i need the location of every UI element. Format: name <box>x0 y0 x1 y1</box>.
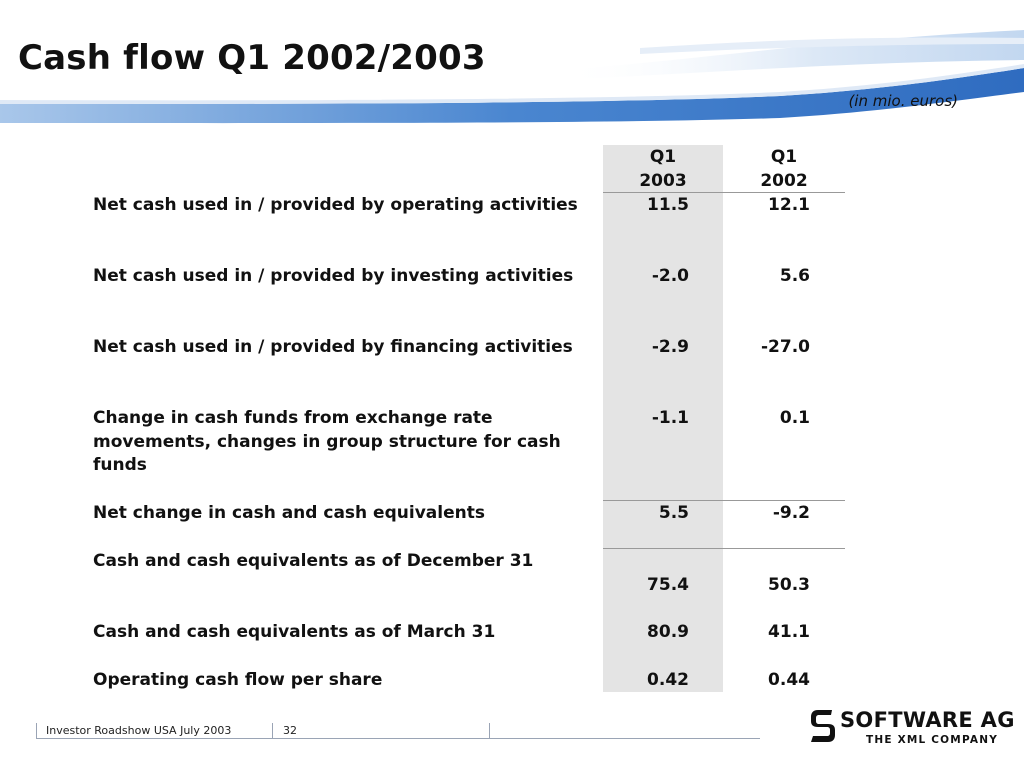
unit-note: (in mio. euros) <box>848 92 958 110</box>
footer-page-number: 32 <box>283 724 297 737</box>
row-label-investing: Net cash used in / provided by investing… <box>93 266 574 286</box>
header-q1-2002: Q1 2002 <box>723 146 845 193</box>
row-label-financing: Net cash used in / provided by financing… <box>93 337 573 357</box>
value-investing-q1-2002: 5.6 <box>779 266 810 286</box>
value-ocf-per-share-q1-2003: 0.42 <box>647 670 689 690</box>
q1-2003-column-shade <box>603 145 723 692</box>
value-exchange-rate-q1-2002: 0.1 <box>779 408 810 428</box>
row-label-exchange-rate: Change in cash funds from exchange rate … <box>93 408 561 475</box>
footer-divider <box>36 723 37 738</box>
footer-divider <box>489 723 490 738</box>
header-swoosh <box>0 30 1024 124</box>
subtotal-rule-bottom <box>603 548 845 549</box>
subtotal-rule-top <box>603 500 845 501</box>
value-operating-q1-2003: 11.5 <box>647 195 689 215</box>
header-q1-2003-line2: 2003 <box>639 170 687 191</box>
row-label-cash-march: Cash and cash equivalents as of March 31 <box>93 622 496 642</box>
header-q1-2002-line1: Q1 <box>770 147 798 167</box>
software-ag-logo: SOFTWARE AG THE XML COMPANY <box>808 707 1014 751</box>
footer-divider <box>272 723 273 738</box>
row-label-operating: Net cash used in / provided by operating… <box>93 195 578 215</box>
footer-event: Investor Roadshow USA July 2003 <box>46 724 232 737</box>
slide-title: Cash flow Q1 2002/2003 <box>18 38 486 78</box>
footer-rule <box>36 738 760 739</box>
row-label-net-change: Net change in cash and cash equivalents <box>93 503 485 523</box>
software-ag-s-icon <box>811 710 835 742</box>
header-q1-2003: Q1 2003 <box>603 146 723 193</box>
header-rule <box>603 192 845 193</box>
value-net-change-q1-2003: 5.5 <box>658 503 689 523</box>
value-net-change-q1-2002: -9.2 <box>772 503 810 523</box>
value-financing-q1-2002: -27.0 <box>761 337 810 357</box>
header-q1-2003-line1: Q1 <box>649 147 677 167</box>
logo-wordmark: SOFTWARE AG <box>840 708 1015 732</box>
value-investing-q1-2003: -2.0 <box>651 266 689 286</box>
value-operating-q1-2002: 12.1 <box>768 195 810 215</box>
value-ocf-per-share-q1-2002: 0.44 <box>768 670 810 690</box>
value-cash-december-q1-2003: 75.4 <box>647 575 689 595</box>
value-financing-q1-2003: -2.9 <box>651 337 689 357</box>
value-exchange-rate-q1-2003: -1.1 <box>651 408 689 428</box>
value-cash-march-q1-2003: 80.9 <box>647 622 689 642</box>
value-cash-december-q1-2002: 50.3 <box>768 575 810 595</box>
header-q1-2002-line2: 2002 <box>760 170 808 191</box>
row-label-cash-december: Cash and cash equivalents as of December… <box>93 551 534 571</box>
value-cash-march-q1-2002: 41.1 <box>768 622 810 642</box>
row-label-ocf-per-share: Operating cash flow per share <box>93 670 383 690</box>
logo-tagline: THE XML COMPANY <box>866 734 998 746</box>
